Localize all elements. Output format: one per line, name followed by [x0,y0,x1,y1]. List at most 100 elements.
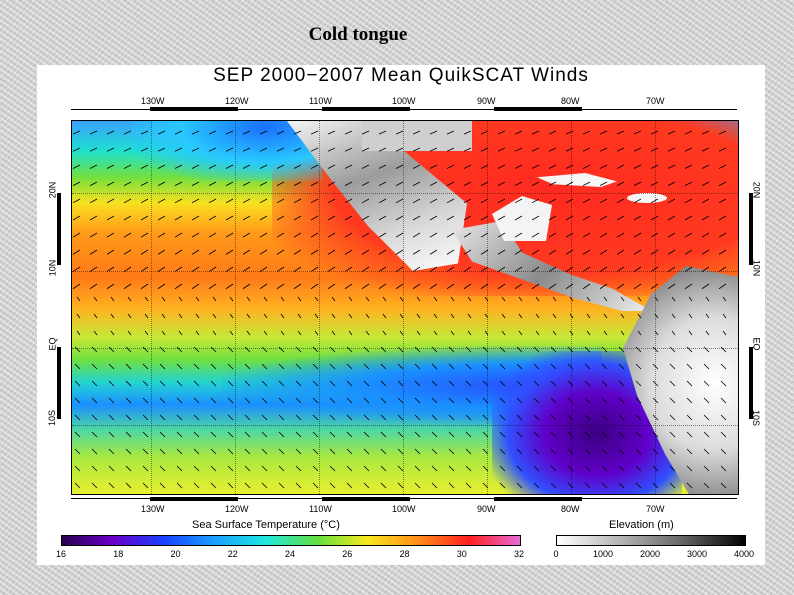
wind-arrow [616,215,625,221]
figure-title: SEP 2000−2007 Mean QuikSCAT Winds [213,65,589,86]
wind-arrow [106,164,115,169]
wind-arrow [497,198,506,204]
wind-arrow [516,346,523,353]
wind-arrow [261,397,268,404]
wind-arrow [667,130,676,135]
wind-arrow [516,363,523,370]
wind-arrow [227,482,234,489]
wind-arrow [395,232,404,238]
wind-arrow [465,414,472,421]
wind-arrow [380,346,387,353]
wind-arrow [671,313,676,319]
wind-arrow [669,346,676,353]
wind-arrow [110,296,115,302]
wind-arrow [599,283,608,290]
wind-arrow [89,283,98,290]
wind-arrow [414,482,421,489]
wind-arrow [463,164,472,169]
wind-arrow [261,448,268,455]
wind-arrow [176,414,183,421]
lon-tick-bottom: 70W [646,504,665,514]
wind-arrow [635,397,642,404]
wind-arrow [142,431,149,438]
wind-arrow [650,147,659,152]
wind-arrow [584,346,591,353]
wind-arrow [395,147,404,152]
wind-arrow [178,330,183,336]
wind-arrow [280,330,285,336]
wind-arrow [720,465,727,472]
wind-arrow [599,130,608,135]
wind-arrow [618,380,625,387]
wind-arrow [344,283,353,290]
wind-arrow [516,380,523,387]
wind-arrow [208,215,217,221]
wind-arrow [654,330,659,336]
wind-arrow [244,482,251,489]
wind-arrow [684,215,693,221]
wind-arrow [244,465,251,472]
wind-arrow [550,465,557,472]
wind-arrow [108,431,115,438]
wind-arrow [616,249,625,255]
wind-arrow [327,283,336,290]
wind-arrow [701,164,710,169]
wind-arrow [446,147,455,152]
wind-arrow [229,330,234,336]
wind-arrow [533,465,540,472]
sst-colorbar-gradient [61,535,521,546]
wind-arrow [191,164,200,169]
wind-arrow [720,431,727,438]
wind-arrow [208,198,217,204]
wind-arrow [159,414,166,421]
wind-arrow [361,249,370,255]
wind-arrow [635,448,642,455]
wind-arrow [565,181,574,187]
wind-arrow [395,181,404,187]
wind-arrow [446,283,455,290]
lon-tick-bottom: 110W [309,504,332,514]
wind-arrow [348,330,353,336]
wind-arrow [586,313,591,319]
wind-arrow [312,431,319,438]
wind-arrow [671,296,676,302]
wind-arrow [346,448,353,455]
wind-arrow [684,147,693,152]
wind-arrow [74,397,81,404]
wind-arrow [123,164,132,169]
lon-tick-top: 120W [225,96,249,106]
wind-arrow [633,164,642,169]
wind-arrow [157,249,166,255]
wind-arrow [582,147,591,152]
wind-arrow [157,266,166,272]
wind-arrow [499,482,506,489]
wind-arrow [446,249,455,255]
wind-arrow [516,414,523,421]
wind-arrow [123,198,132,204]
wind-arrow [467,330,472,336]
wind-arrow [718,164,727,169]
wind-arrow [225,283,234,290]
wind-arrow [550,397,557,404]
wind-arrow [720,363,727,370]
wind-arrow [176,346,183,353]
wind-arrow [514,181,523,187]
wind-arrow [159,397,166,404]
wind-arrow [533,363,540,370]
wind-arrow [261,380,268,387]
wind-arrow [514,266,523,272]
wind-arrow [531,283,540,290]
wind-arrow [140,181,149,187]
wind-arrow [720,380,727,387]
wind-arrow [144,296,149,302]
wind-arrow [225,164,234,169]
wind-arrow [91,380,98,387]
wind-arrow [584,397,591,404]
wind-arrow [552,330,557,336]
wind-arrow [446,164,455,169]
wind-arrow [497,215,506,221]
wind-arrow [465,397,472,404]
wind-arrow [193,414,200,421]
wind-arrow [567,431,574,438]
wind-arrow [701,232,710,238]
